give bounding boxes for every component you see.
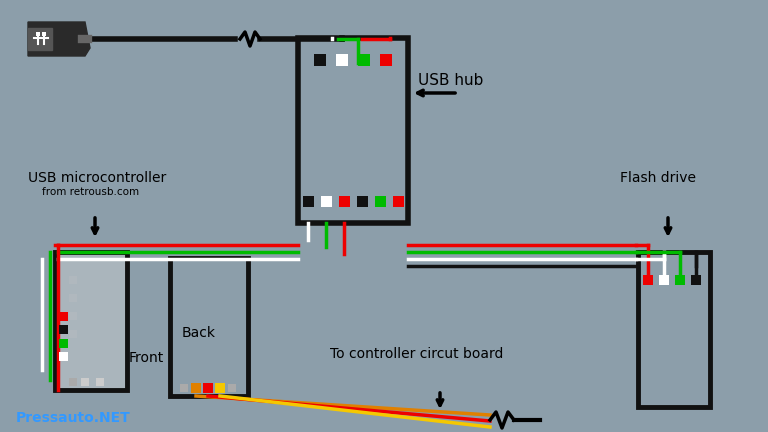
Bar — [215, 383, 225, 393]
Bar — [203, 383, 213, 393]
Polygon shape — [28, 28, 52, 50]
Bar — [69, 330, 77, 338]
Bar — [314, 54, 326, 66]
Bar — [58, 324, 68, 334]
Bar — [69, 312, 77, 320]
Bar — [36, 32, 40, 36]
Bar — [55, 252, 127, 390]
Text: Flash drive: Flash drive — [620, 171, 696, 185]
Bar — [170, 258, 248, 396]
Bar — [69, 378, 77, 386]
Bar — [659, 275, 669, 285]
Bar — [356, 196, 368, 206]
Bar — [392, 196, 403, 206]
Bar — [375, 196, 386, 206]
Bar — [358, 54, 370, 66]
Bar — [691, 275, 701, 285]
Bar — [303, 196, 313, 206]
Bar — [380, 54, 392, 66]
Bar — [228, 384, 236, 392]
Bar — [339, 196, 349, 206]
Bar — [69, 294, 77, 302]
Text: USB microcontroller: USB microcontroller — [28, 171, 166, 185]
Bar — [58, 339, 68, 347]
Bar — [638, 252, 710, 407]
Text: Front: Front — [129, 351, 164, 365]
Bar — [643, 275, 653, 285]
Bar — [58, 352, 68, 360]
Bar — [42, 32, 46, 36]
Bar — [191, 383, 201, 393]
Bar — [58, 311, 68, 321]
Bar — [320, 196, 332, 206]
Bar — [96, 378, 104, 386]
Text: Back: Back — [182, 326, 216, 340]
Bar — [675, 275, 685, 285]
Bar — [180, 384, 188, 392]
Polygon shape — [28, 22, 90, 56]
Text: Pressauto.NET: Pressauto.NET — [16, 411, 131, 425]
Text: from retrousb.com: from retrousb.com — [42, 187, 139, 197]
Bar — [336, 54, 348, 66]
Bar — [81, 378, 89, 386]
Bar — [69, 276, 77, 284]
Text: To controller circut board: To controller circut board — [330, 347, 503, 361]
Bar — [298, 38, 408, 223]
Text: USB hub: USB hub — [418, 73, 483, 88]
